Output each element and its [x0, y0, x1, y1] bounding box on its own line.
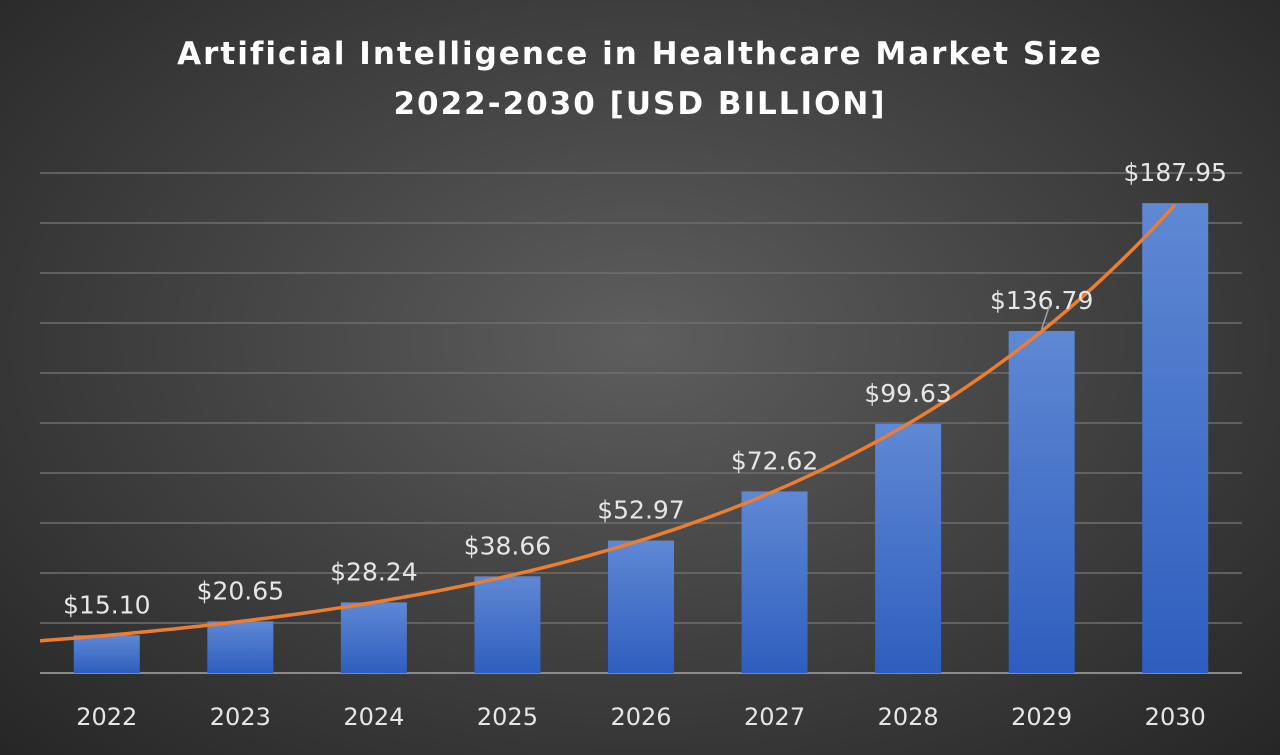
- bar: [1008, 331, 1075, 673]
- data-label: $187.95: [1124, 158, 1227, 187]
- chart-subtitle: 2022-2030 [USD BILLION]: [393, 86, 887, 122]
- x-tick-label: 2025: [477, 703, 538, 731]
- trendline: [39, 203, 1177, 643]
- x-tick-label: 2022: [76, 703, 137, 731]
- data-label: $136.79: [990, 286, 1093, 315]
- data-label: $20.65: [197, 576, 284, 605]
- x-tick-label: 2023: [210, 703, 271, 731]
- x-tick-label: 2029: [1011, 703, 1072, 731]
- data-label: $72.62: [731, 446, 818, 475]
- bar: [474, 576, 541, 673]
- x-tick-label: 2024: [343, 703, 404, 731]
- bar: [340, 602, 407, 673]
- bar: [741, 491, 808, 673]
- x-tick-label: 2028: [878, 703, 939, 731]
- data-label: $28.24: [330, 557, 417, 586]
- x-tick-label: 2026: [610, 703, 671, 731]
- bar: [1142, 203, 1209, 673]
- data-label: $15.10: [63, 590, 150, 619]
- x-tick-label: 2027: [744, 703, 805, 731]
- chart-title: Artificial Intelligence in Healthcare Ma…: [177, 36, 1103, 72]
- bar: [207, 621, 274, 673]
- data-label: $52.97: [597, 496, 684, 525]
- bar: [875, 423, 942, 673]
- bar: [608, 540, 674, 673]
- bar: [73, 635, 140, 673]
- data-label: $38.66: [464, 531, 551, 560]
- data-label: $99.63: [864, 379, 951, 408]
- leader-line: [1040, 304, 1051, 330]
- x-tick-label: 2030: [1145, 703, 1206, 731]
